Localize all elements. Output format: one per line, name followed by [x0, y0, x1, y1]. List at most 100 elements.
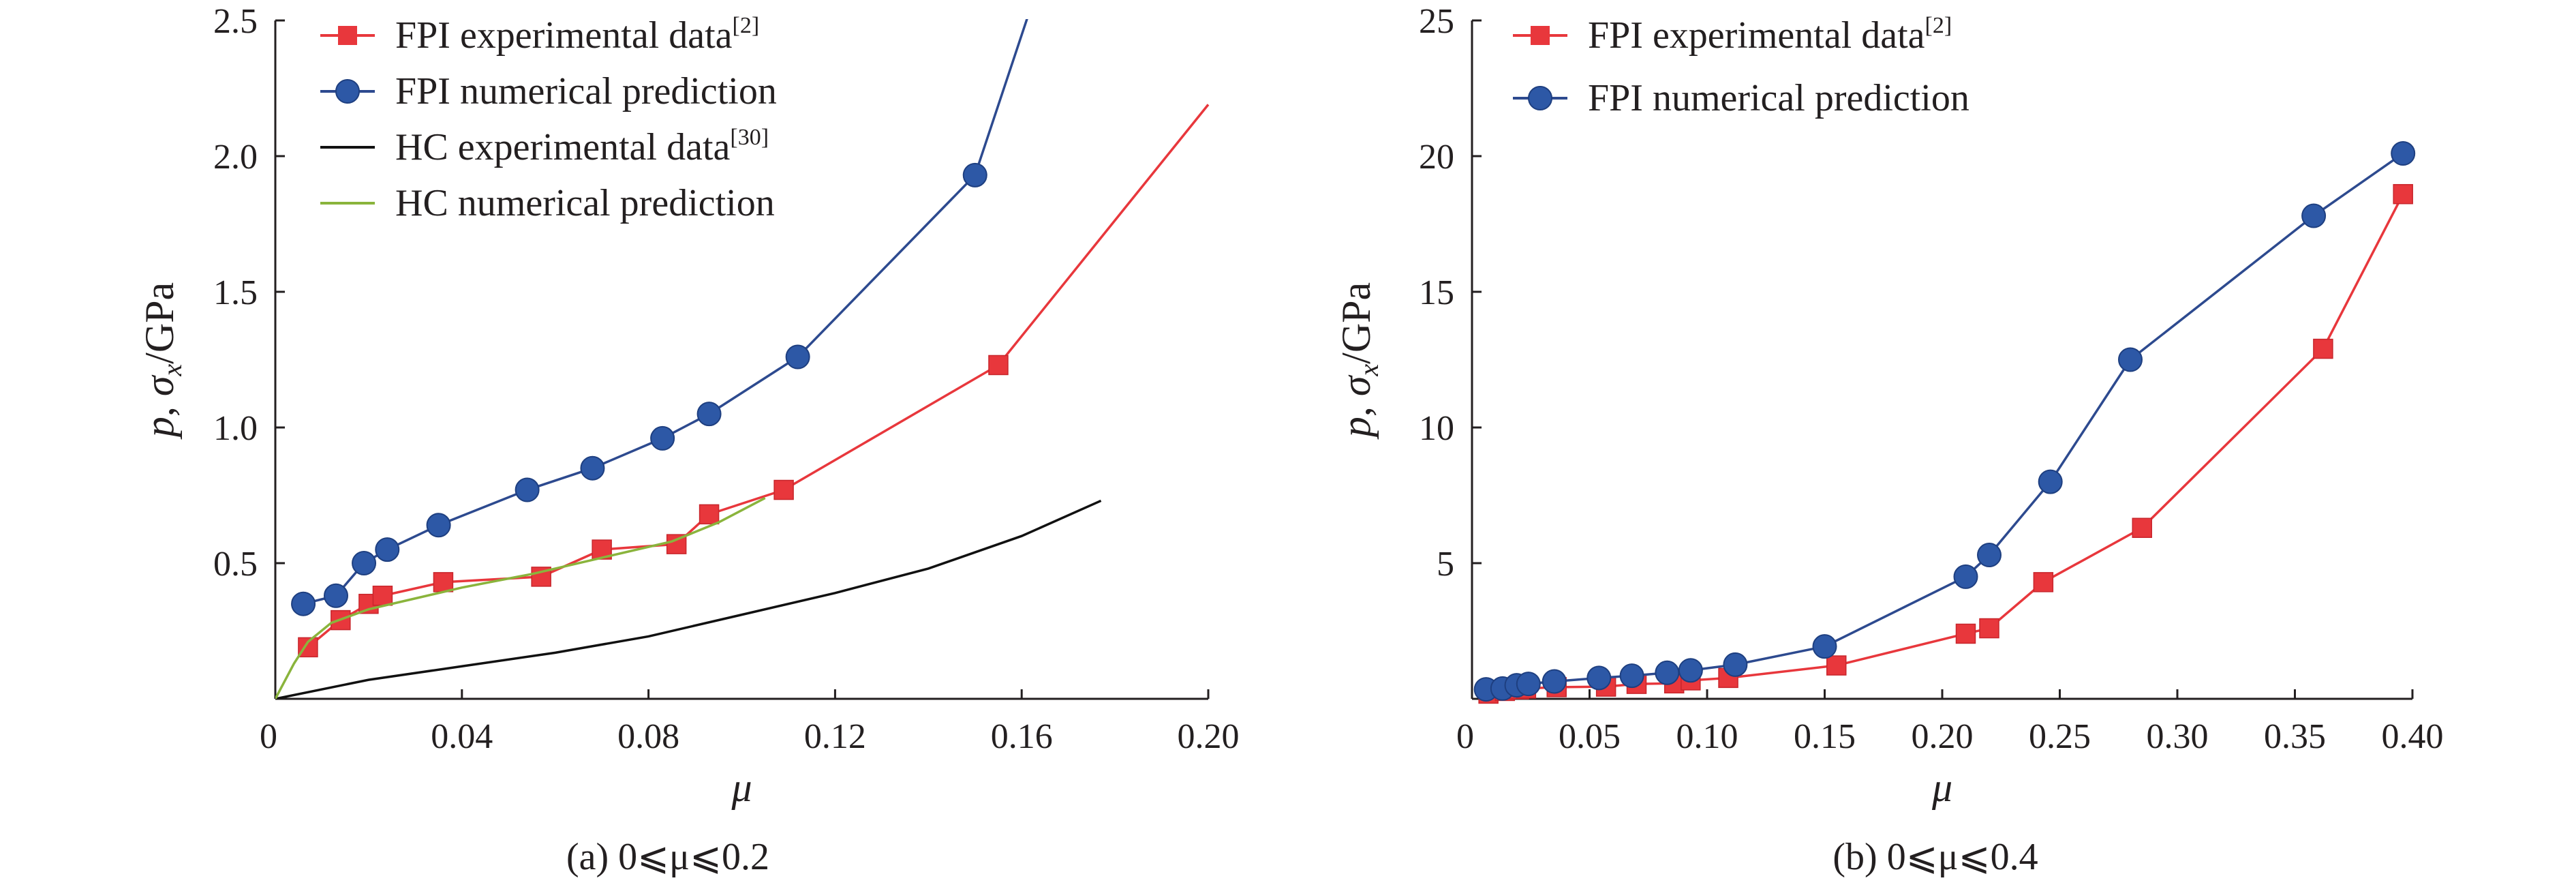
legend-label: HC experimental data[30] [395, 125, 769, 168]
x-tick-label: 0.04 [431, 717, 493, 756]
legend-text: HC numerical prediction [395, 182, 775, 224]
data-point [2301, 203, 2327, 228]
x-axis-label: μ [1931, 765, 1952, 810]
data-point [515, 477, 540, 502]
data-point [2038, 469, 2063, 494]
data-point [1977, 543, 2002, 568]
series-line [1486, 152, 2404, 691]
data-point [2393, 183, 2413, 205]
y-label-p: p [137, 417, 182, 440]
x-tick-label: 0.20 [1912, 717, 1974, 756]
x-tick-label: 0.16 [991, 717, 1053, 756]
y-tick-label: 15 [1419, 273, 1454, 312]
legend-superscript: [2] [1925, 13, 1952, 38]
chart-panel-b: 0 0.05 0.10 0.15 0.20 0.25 0.30 0.35 0.40 5 10 15 20… [1334, 2, 2444, 878]
data-point [2391, 141, 2416, 166]
series-line [1488, 193, 2404, 695]
x-tick-label: 0.30 [2147, 717, 2209, 756]
y-tick-label: 10 [1419, 409, 1454, 448]
series-1 [1473, 141, 2416, 702]
data-point [785, 344, 810, 370]
x-tick-label: 0.20 [1178, 717, 1240, 756]
data-point [988, 355, 1009, 376]
legend-label: FPI numerical prediction [1588, 77, 1969, 119]
data-point [1586, 665, 1612, 691]
legend-superscript: [30] [730, 125, 769, 150]
chart-panel-a: 0 0.04 0.08 0.12 0.16 0.20 0.5 1.0 1.5 2.0 2.5 μ p, … [137, 2, 1240, 878]
series-2 [275, 499, 1102, 699]
y-label-sigma: σ [137, 374, 182, 396]
data-point [650, 425, 675, 451]
y-label-unit: /GPa [137, 282, 182, 364]
y-tick-label: 1.5 [213, 273, 258, 312]
x-tick-label: 0.08 [617, 717, 679, 756]
x-tick-label: 0.05 [1559, 717, 1621, 756]
data-point [2313, 338, 2333, 359]
data-point [323, 583, 348, 608]
x-tick-label: 0.35 [2264, 717, 2326, 756]
y-tick-label: 20 [1419, 138, 1454, 177]
series-line [275, 499, 1102, 699]
x-tick-label: 0 [1456, 717, 1474, 756]
y-tick-label: 2.0 [213, 138, 258, 177]
y-tick-label: 2.5 [213, 2, 258, 41]
data-point [580, 455, 605, 481]
y-label-sep: , [1334, 396, 1379, 417]
data-point [1542, 669, 1567, 694]
series-0 [1478, 183, 2413, 704]
y-axis-label: p, σx/GPa [1334, 282, 1384, 440]
series-line [275, 496, 766, 699]
y-label-sub: x [1353, 364, 1384, 377]
legend: FPI experimental data[2] FPI numerical pr… [320, 13, 777, 224]
legend-swatch-marker [335, 79, 360, 104]
data-point [375, 537, 400, 562]
data-point [433, 572, 454, 592]
data-point [372, 586, 393, 606]
x-tick-label: 0.40 [2382, 717, 2444, 756]
legend: FPI experimental data[2] FPI numerical pr… [1513, 13, 1969, 119]
y-tick-label: 5 [1437, 545, 1454, 584]
x-axis-label: μ [731, 765, 752, 810]
legend-label: FPI experimental data[2] [1588, 13, 1952, 57]
legend-label: FPI numerical prediction [395, 70, 777, 112]
x-tick-label: 0 [260, 717, 277, 756]
legend-swatch-marker [338, 26, 357, 45]
legend-text: FPI numerical prediction [395, 70, 777, 112]
data-point [1678, 658, 1703, 683]
data-point [1812, 634, 1837, 659]
data-point [2132, 517, 2152, 539]
panel-caption: (b) 0⩽μ⩽0.4 [1833, 836, 2038, 878]
data-point [699, 504, 720, 525]
x-tick-label: 0.12 [804, 717, 866, 756]
legend-swatch-marker [1528, 86, 1552, 110]
x-tick-label: 0.25 [2029, 717, 2091, 756]
legend-superscript: [2] [733, 13, 760, 38]
data-point [1619, 663, 1644, 689]
y-label-p: p [1334, 417, 1379, 440]
series-3 [275, 496, 766, 699]
legend-label: HC numerical prediction [395, 182, 775, 224]
y-label-sep: , [137, 396, 182, 417]
legend-swatch-marker [1531, 26, 1550, 45]
legend-text: FPI experimental data [1588, 14, 1925, 57]
legend-text: HC experimental data [395, 126, 731, 168]
y-axis-label: p, σx/GPa [137, 282, 187, 440]
data-point [2033, 572, 2054, 592]
series-1 [291, 19, 1028, 616]
data-point [2118, 347, 2143, 372]
data-point [426, 513, 451, 538]
data-point [962, 162, 987, 187]
data-point [1979, 618, 1999, 639]
data-point [1655, 660, 1680, 685]
data-point [773, 479, 794, 500]
legend-text: FPI experimental data [395, 14, 733, 57]
y-label-unit: /GPa [1334, 282, 1379, 364]
legend-text: FPI numerical prediction [1588, 77, 1969, 119]
data-point [1516, 672, 1541, 697]
data-point [352, 551, 377, 575]
data-point [1953, 564, 1978, 589]
y-tick-label: 0.5 [213, 545, 258, 584]
x-tick-label: 0.10 [1676, 717, 1738, 756]
data-point [1955, 623, 1976, 644]
data-point [696, 402, 722, 427]
